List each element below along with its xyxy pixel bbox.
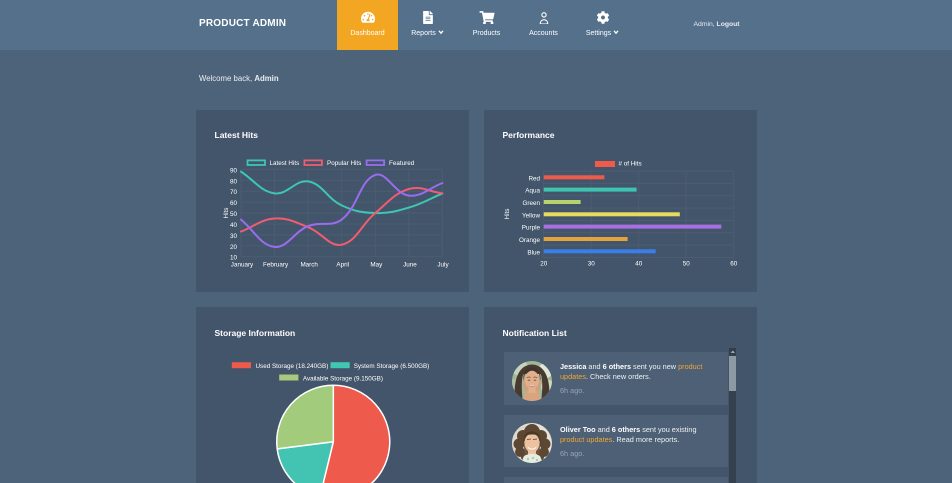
svg-text:March: March xyxy=(300,262,318,269)
svg-text:June: June xyxy=(403,262,417,269)
svg-text:Purple: Purple xyxy=(522,225,541,232)
svg-text:40: 40 xyxy=(230,222,238,229)
svg-text:50: 50 xyxy=(683,261,691,268)
svg-text:20: 20 xyxy=(540,261,548,268)
svg-text:10: 10 xyxy=(230,255,238,262)
svg-text:Popular Hits: Popular Hits xyxy=(327,160,361,167)
svg-text:May: May xyxy=(370,262,383,269)
svg-text:60: 60 xyxy=(230,200,238,207)
svg-text:30: 30 xyxy=(588,261,596,268)
svg-text:Hits: Hits xyxy=(223,208,230,219)
svg-text:Latest Hits: Latest Hits xyxy=(270,160,300,167)
svg-text:60: 60 xyxy=(730,261,738,268)
svg-text:July: July xyxy=(437,262,449,269)
svg-text:30: 30 xyxy=(230,233,238,240)
svg-text:Blue: Blue xyxy=(527,249,540,256)
svg-text:System Storage (6.500GB): System Storage (6.500GB) xyxy=(354,363,430,370)
svg-text:Hits: Hits xyxy=(504,209,511,220)
svg-text:February: February xyxy=(263,262,289,269)
svg-text:40: 40 xyxy=(635,261,643,268)
svg-text:20: 20 xyxy=(230,244,238,251)
svg-text:Featured: Featured xyxy=(389,160,415,167)
svg-text:# of Hits: # of Hits xyxy=(619,161,642,168)
svg-text:Aqua: Aqua xyxy=(525,188,540,195)
svg-text:70: 70 xyxy=(230,189,238,196)
svg-text:80: 80 xyxy=(230,178,238,185)
svg-text:Yellow: Yellow xyxy=(522,212,540,219)
svg-text:50: 50 xyxy=(230,211,238,218)
svg-text:April: April xyxy=(336,262,349,269)
svg-text:Red: Red xyxy=(528,175,540,182)
svg-text:Available Storage (9.150GB): Available Storage (9.150GB) xyxy=(303,375,383,382)
svg-text:Green: Green xyxy=(522,200,540,207)
svg-text:January: January xyxy=(231,262,254,269)
svg-text:Used Storage (18.240GB): Used Storage (18.240GB) xyxy=(256,363,329,370)
svg-text:Orange: Orange xyxy=(519,237,541,244)
svg-text:90: 90 xyxy=(230,167,238,174)
